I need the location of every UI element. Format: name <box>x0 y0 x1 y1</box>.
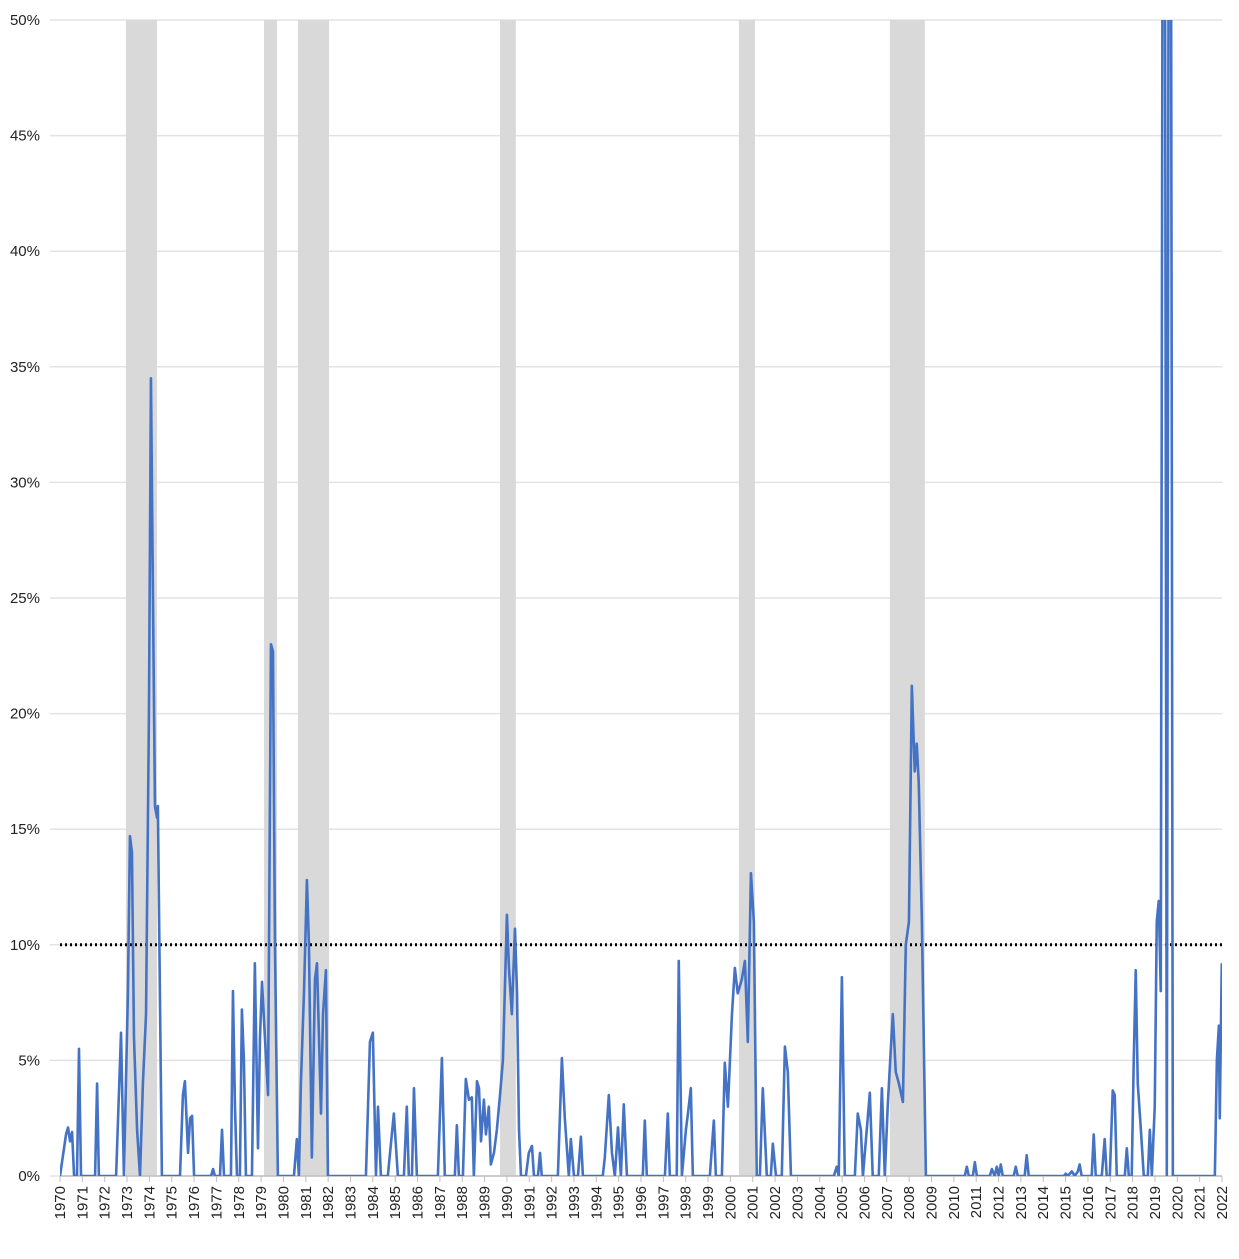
y-tick-label: 40% <box>10 243 40 260</box>
x-tick-label: 1986 <box>410 1186 427 1219</box>
x-tick-label: 1974 <box>141 1186 158 1219</box>
x-tick-label: 1978 <box>231 1186 248 1219</box>
x-tick-label: 1975 <box>164 1186 181 1219</box>
y-tick-label: 25% <box>10 590 40 607</box>
plot-area <box>60 20 1222 1176</box>
x-tick-label: 2015 <box>1058 1186 1075 1219</box>
x-tick-label: 2019 <box>1147 1186 1164 1219</box>
x-tick-label: 2020 <box>1169 1186 1186 1219</box>
x-tick-label: 2011 <box>968 1186 985 1218</box>
x-tick-label: 2013 <box>1013 1186 1030 1219</box>
x-tick-label: 2002 <box>767 1186 784 1219</box>
y-tick-label: 10% <box>10 937 40 954</box>
x-tick-label: 2014 <box>1035 1186 1052 1219</box>
x-tick-label: 2004 <box>812 1186 829 1219</box>
y-tick-label: 0% <box>18 1168 40 1185</box>
data-line <box>60 20 1222 1176</box>
x-tick-label: 1979 <box>253 1186 270 1219</box>
x-tick-label: 1981 <box>298 1186 315 1219</box>
x-tick-label: 1984 <box>365 1186 382 1219</box>
x-tick-label: 2010 <box>946 1186 963 1219</box>
x-tick-label: 1994 <box>588 1186 605 1219</box>
x-tick-label: 2005 <box>834 1186 851 1219</box>
x-tick-label: 2022 <box>1214 1186 1231 1219</box>
x-tick-label: 1991 <box>521 1186 538 1219</box>
x-tick-label: 1988 <box>454 1186 471 1219</box>
y-tick-label: 35% <box>10 359 40 376</box>
y-tick-label: 20% <box>10 706 40 723</box>
x-tick-label: 2017 <box>1102 1186 1119 1219</box>
x-tick-label: 2003 <box>789 1186 806 1219</box>
x-tick-label: 2016 <box>1080 1186 1097 1219</box>
x-tick-label: 1989 <box>477 1186 494 1219</box>
y-tick-label: 5% <box>18 1052 40 1069</box>
x-tick-label: 1987 <box>432 1186 449 1219</box>
shaded-range <box>889 20 925 1176</box>
x-tick-label: 1973 <box>119 1186 136 1219</box>
shaded-range <box>499 20 516 1176</box>
x-tick-label: 2001 <box>745 1186 762 1219</box>
x-tick-label: 1992 <box>544 1186 561 1219</box>
x-tick-label: 1998 <box>678 1186 695 1219</box>
y-tick-label: 15% <box>10 821 40 838</box>
y-tick-label: 45% <box>10 128 40 145</box>
x-tick-label: 1976 <box>186 1186 203 1219</box>
x-tick-label: 1993 <box>566 1186 583 1219</box>
y-tick-label: 30% <box>10 474 40 491</box>
x-tick-label: 2008 <box>901 1186 918 1219</box>
x-tick-label: 1977 <box>208 1186 225 1219</box>
x-tick-label: 2012 <box>991 1186 1008 1219</box>
x-tick-label: 1982 <box>320 1186 337 1219</box>
x-tick-label: 1985 <box>387 1186 404 1219</box>
x-tick-label: 1999 <box>700 1186 717 1219</box>
x-tick-label: 1983 <box>343 1186 360 1219</box>
x-tick-label: 1970 <box>52 1186 69 1219</box>
x-tick-label: 1980 <box>275 1186 292 1219</box>
x-tick-label: 1997 <box>655 1186 672 1219</box>
x-tick-label: 1990 <box>499 1186 516 1219</box>
x-tick-label: 1972 <box>97 1186 114 1219</box>
x-tick-label: 2006 <box>856 1186 873 1219</box>
x-tick-label: 2000 <box>722 1186 739 1219</box>
x-tick-label: 1996 <box>633 1186 650 1219</box>
x-tick-label: 1971 <box>74 1186 91 1219</box>
x-tick-label: 2018 <box>1125 1186 1142 1219</box>
x-tick-label: 2009 <box>924 1186 941 1219</box>
x-tick-label: 2007 <box>879 1186 896 1219</box>
x-tick-label: 2021 <box>1192 1186 1209 1219</box>
y-tick-label: 50% <box>10 12 40 29</box>
x-tick-label: 1995 <box>611 1186 628 1219</box>
